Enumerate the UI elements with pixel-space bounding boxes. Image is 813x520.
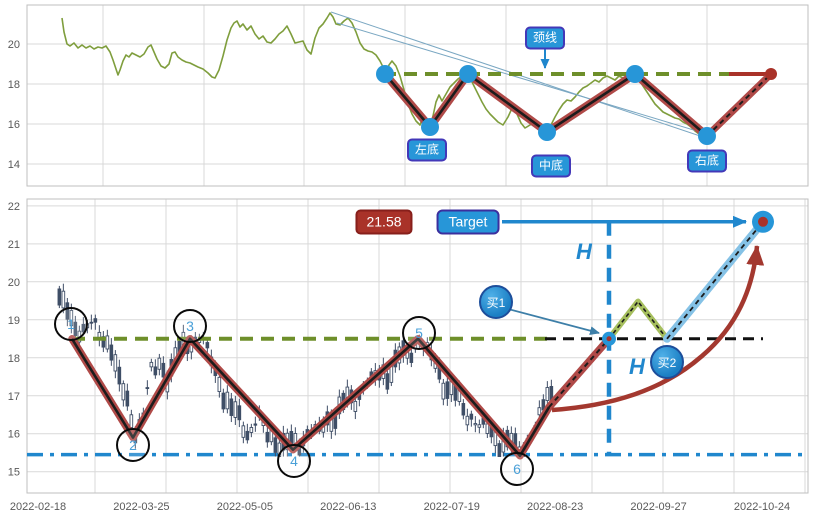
svg-text:22: 22 [8,201,20,213]
swing-point-4: 4 [277,444,311,478]
svg-text:2022-07-19: 2022-07-19 [424,501,480,513]
mid-bottom-label: 中底 [530,154,572,178]
svg-text:21: 21 [8,239,20,251]
svg-text:2022-03-25: 2022-03-25 [113,501,169,513]
left-bottom-label: 左底 [406,138,448,162]
svg-text:2022-08-23: 2022-08-23 [527,501,583,513]
svg-text:17: 17 [8,391,20,403]
svg-text:2022-10-24: 2022-10-24 [734,501,790,513]
svg-text:15: 15 [8,467,20,479]
svg-text:19: 19 [8,315,20,327]
svg-text:16: 16 [8,429,20,441]
svg-text:2022-05-05: 2022-05-05 [217,501,273,513]
svg-text:14: 14 [8,159,20,171]
right-bottom-label: 右底 [686,149,728,173]
target-label-box: Target [436,209,500,235]
neckline-label: 颈线 [524,26,566,50]
swing-point-5: 5 [402,316,436,350]
buy1-marker: 买1 [479,285,513,319]
height-upper-label: H [576,239,592,264]
svg-text:18: 18 [8,353,20,365]
swing-point-2: 2 [116,428,150,462]
svg-text:20: 20 [8,277,20,289]
swing-point-6: 6 [500,452,534,486]
measured-target-value: 21.58 [355,209,413,235]
svg-text:2022-02-18: 2022-02-18 [10,501,66,513]
svg-text:16: 16 [8,119,20,131]
swing-point-1: 1 [54,307,88,341]
height-lower-label: H [629,354,645,379]
buy2-marker: 买2 [650,345,684,379]
svg-text:2022-06-13: 2022-06-13 [320,501,376,513]
svg-text:18: 18 [8,79,20,91]
svg-text:2022-09-27: 2022-09-27 [630,501,686,513]
swing-point-3: 3 [173,309,207,343]
svg-text:20: 20 [8,39,20,51]
